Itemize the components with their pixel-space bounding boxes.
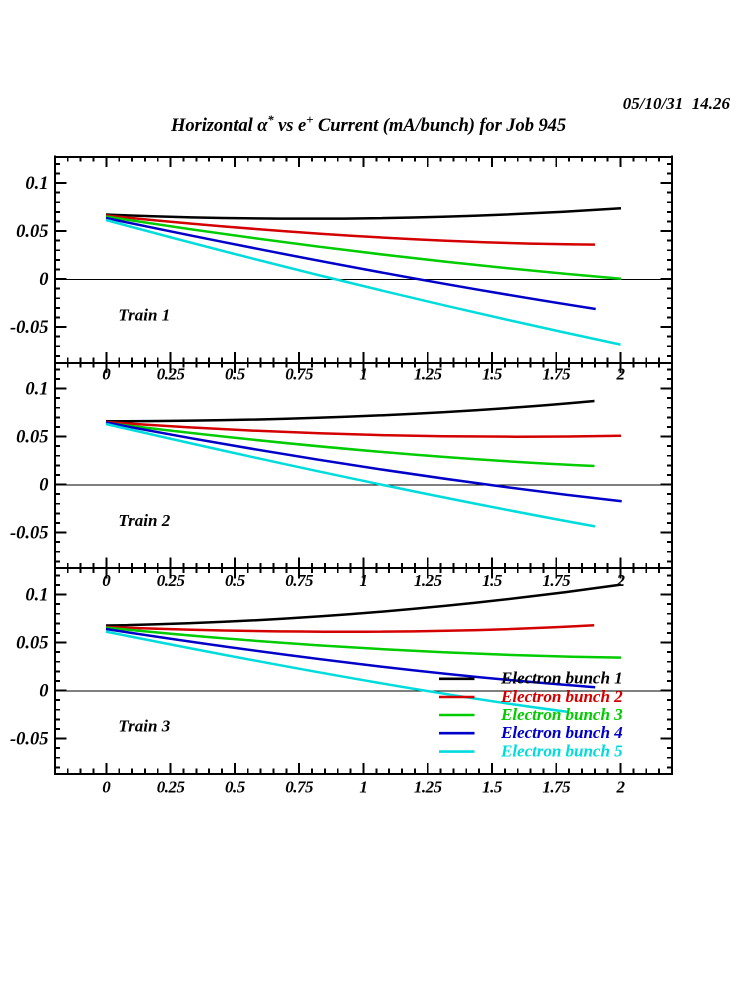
- svg-text:0.05: 0.05: [16, 633, 48, 653]
- svg-text:0.1: 0.1: [25, 379, 48, 399]
- svg-text:-0.05: -0.05: [10, 523, 49, 543]
- svg-text:0.05: 0.05: [16, 427, 48, 447]
- svg-text:2: 2: [616, 571, 626, 590]
- svg-text:1.5: 1.5: [482, 571, 503, 590]
- svg-text:0.75: 0.75: [285, 571, 314, 590]
- svg-text:0: 0: [39, 475, 48, 495]
- svg-text:1.5: 1.5: [482, 365, 503, 384]
- svg-text:05/10/31 14.26: 05/10/31 14.26: [623, 94, 731, 113]
- svg-text:Electron bunch 3: Electron bunch 3: [500, 705, 623, 724]
- svg-text:1.75: 1.75: [542, 571, 571, 590]
- svg-text:0.5: 0.5: [225, 571, 246, 590]
- svg-text:0.5: 0.5: [225, 365, 246, 384]
- svg-text:0.75: 0.75: [285, 778, 314, 797]
- svg-text:0.25: 0.25: [157, 778, 186, 797]
- svg-text:Train 2: Train 2: [118, 511, 170, 530]
- svg-text:1: 1: [359, 778, 367, 797]
- svg-text:0.1: 0.1: [25, 585, 48, 605]
- svg-text:1.75: 1.75: [542, 778, 571, 797]
- svg-text:1: 1: [359, 365, 367, 384]
- svg-text:Electron bunch 2: Electron bunch 2: [500, 687, 623, 706]
- svg-text:1.25: 1.25: [414, 571, 443, 590]
- svg-text:1.25: 1.25: [414, 365, 443, 384]
- svg-text:-0.05: -0.05: [10, 318, 49, 338]
- svg-text:1: 1: [359, 571, 367, 590]
- svg-text:2: 2: [616, 365, 626, 384]
- svg-text:2: 2: [616, 778, 626, 797]
- svg-text:Horizontal α* vs e+ Current (m: Horizontal α* vs e+ Current (mA/bunch) f…: [170, 112, 566, 136]
- svg-text:0: 0: [102, 571, 111, 590]
- svg-text:1.75: 1.75: [542, 365, 571, 384]
- svg-text:Electron bunch 1: Electron bunch 1: [500, 669, 623, 688]
- svg-text:1.5: 1.5: [482, 778, 503, 797]
- svg-text:Train 1: Train 1: [118, 306, 170, 325]
- svg-text:-0.05: -0.05: [10, 729, 49, 749]
- svg-text:0: 0: [102, 365, 111, 384]
- svg-text:0.75: 0.75: [285, 365, 314, 384]
- svg-text:Electron bunch 4: Electron bunch 4: [500, 723, 623, 742]
- svg-text:0: 0: [102, 778, 111, 797]
- svg-text:0.1: 0.1: [25, 174, 48, 194]
- svg-text:0: 0: [39, 681, 48, 701]
- svg-text:0.25: 0.25: [157, 365, 186, 384]
- svg-text:0.25: 0.25: [157, 571, 186, 590]
- svg-text:Electron bunch 5: Electron bunch 5: [500, 741, 623, 760]
- svg-text:1.25: 1.25: [414, 778, 443, 797]
- svg-text:Train 3: Train 3: [118, 717, 170, 736]
- svg-text:0.05: 0.05: [16, 222, 48, 242]
- svg-text:0.5: 0.5: [225, 778, 246, 797]
- svg-text:0: 0: [39, 270, 48, 290]
